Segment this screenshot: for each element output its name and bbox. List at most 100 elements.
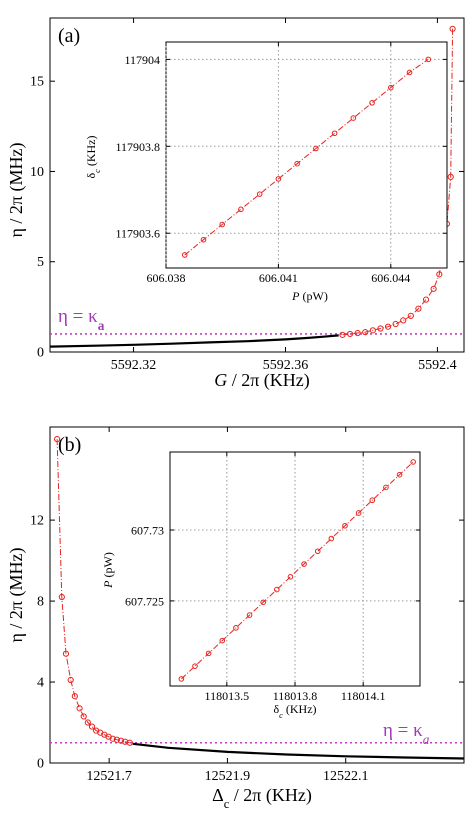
data-point — [410, 459, 416, 465]
y-tick-label: 607.73 — [131, 524, 164, 538]
data-point — [256, 191, 263, 197]
data-point — [260, 599, 266, 606]
y-axis-label: η / 2π (MHz) — [6, 143, 27, 238]
data-point — [384, 323, 392, 330]
x-axis-label: G / 2π (KHz) — [214, 370, 310, 391]
data-point — [58, 593, 65, 601]
data-point — [396, 471, 403, 478]
y-tick-label: 117904 — [124, 53, 160, 67]
data-point — [425, 56, 432, 63]
data-point — [377, 325, 384, 332]
data-point — [200, 236, 207, 243]
data-point — [275, 176, 282, 182]
data-point — [383, 484, 389, 491]
y-tick-label: 15 — [30, 75, 44, 90]
data-point — [88, 723, 96, 730]
data-point — [350, 115, 357, 121]
x-tick-label: 12521.9 — [205, 769, 251, 784]
y-tick-label: 117903.6 — [115, 227, 160, 241]
x-axis-label: δc (KHz) — [273, 702, 316, 720]
data-point — [117, 737, 125, 744]
x-tick-label: 606.041 — [259, 271, 298, 285]
data-point — [238, 206, 244, 213]
data-point — [67, 676, 74, 684]
y-tick-label: 10 — [30, 165, 44, 180]
data-point — [219, 221, 225, 228]
x-tick-label: 606.038 — [147, 271, 186, 285]
x-tick-label: 12521.7 — [86, 769, 132, 784]
data-point — [192, 663, 198, 669]
y-tick-label: 0 — [37, 757, 44, 772]
data-point — [84, 719, 91, 726]
data-point — [109, 735, 116, 742]
y-tick-label: 117903.8 — [115, 140, 160, 154]
data-point — [449, 25, 456, 32]
data-point — [62, 650, 70, 657]
panel-a-inset-plot: 606.038 606.041 606.044 117903.6 117903.8 117… — [84, 41, 448, 303]
data-point — [430, 285, 437, 292]
data-point — [392, 320, 399, 328]
data-point — [388, 84, 394, 91]
x-tick-label: 12522.1 — [323, 769, 369, 784]
data-point — [331, 130, 338, 137]
threshold-label: η = κa — [58, 306, 105, 333]
data-point — [355, 510, 362, 516]
data-point — [400, 317, 407, 324]
data-point — [181, 252, 188, 258]
data-point — [80, 713, 87, 720]
panel-b-inset-plot: 118013.5 118013.8 118014.1 607.725 607.73 δc … — [101, 451, 421, 720]
data-point — [354, 329, 361, 337]
x-tick-label: 118014.1 — [341, 689, 386, 703]
series-line — [132, 742, 465, 760]
data-point — [314, 548, 321, 555]
data-point — [447, 173, 454, 180]
data-point — [126, 739, 133, 746]
x-tick-label: 606.044 — [371, 271, 410, 285]
data-point — [362, 329, 369, 336]
data-point — [246, 612, 253, 618]
panel-label: (b) — [58, 434, 81, 456]
data-point — [342, 522, 348, 529]
data-point — [436, 271, 443, 278]
series-line — [342, 28, 454, 336]
data-point — [369, 497, 376, 504]
panel-label: (a) — [58, 25, 80, 47]
data-point — [328, 535, 335, 542]
x-axis-label: Δc / 2π (KHz) — [212, 785, 312, 811]
data-point — [407, 312, 414, 319]
y-tick-label: 4 — [37, 676, 44, 691]
series-line — [181, 461, 414, 680]
x-tick-label: 5592.4 — [418, 358, 457, 373]
series-line — [184, 58, 429, 256]
data-point — [301, 561, 307, 567]
y-axis-label: η / 2π (MHz) — [6, 548, 27, 643]
data-point — [313, 145, 319, 152]
y-axis-label: δc (KHz) — [84, 135, 102, 178]
data-point — [369, 100, 375, 106]
data-point — [339, 331, 346, 338]
data-point — [415, 305, 422, 312]
data-point — [233, 625, 239, 631]
x-tick-label: 5592.32 — [111, 358, 157, 373]
y-tick-label: 12 — [30, 514, 44, 529]
y-axis-label: P (pW) — [101, 552, 115, 589]
data-point — [205, 650, 212, 657]
data-point — [113, 736, 120, 743]
y-tick-label: 5 — [37, 255, 44, 270]
data-point — [287, 574, 294, 580]
y-tick-label: 607.725 — [125, 594, 164, 608]
series-line — [49, 334, 339, 348]
y-tick-label: 8 — [37, 595, 44, 610]
data-point — [406, 69, 413, 76]
x-tick-label: 118013.8 — [273, 689, 318, 703]
data-point — [294, 160, 300, 167]
data-point — [71, 693, 78, 700]
y-tick-label: 0 — [37, 346, 44, 361]
x-axis-label: P (pW) — [291, 289, 328, 303]
data-point — [369, 327, 376, 334]
threshold-label: η = κa — [383, 720, 430, 747]
x-tick-label: 5592.36 — [263, 358, 309, 373]
data-point — [219, 637, 226, 644]
data-point — [53, 436, 61, 443]
